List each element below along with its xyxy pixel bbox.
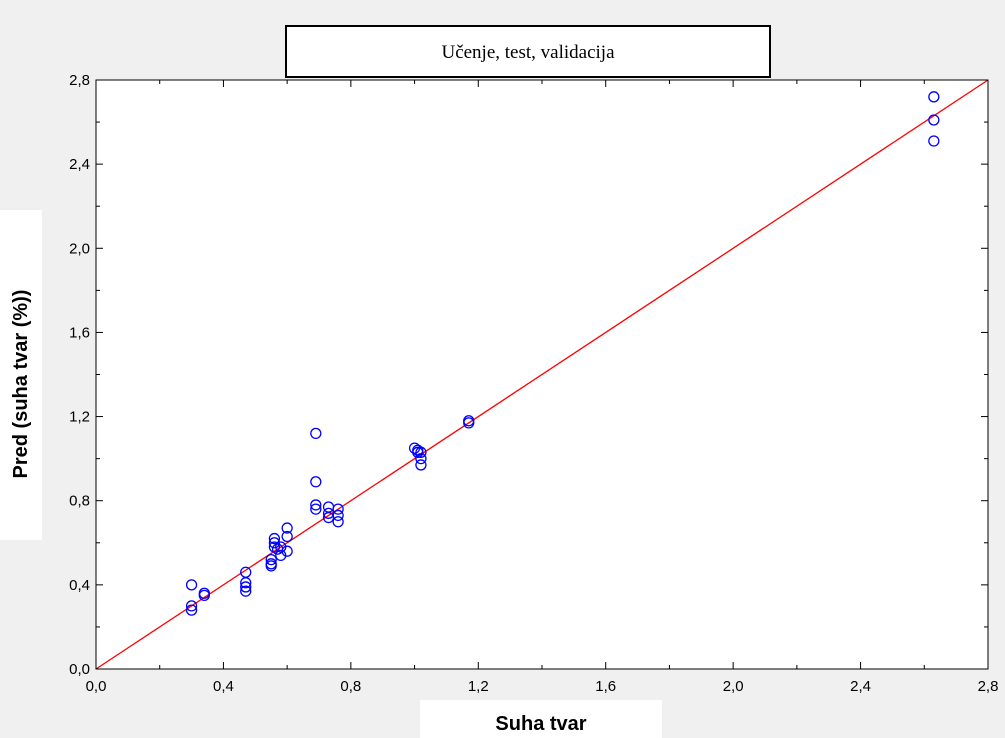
y-tick-label: 0,8 <box>69 493 90 510</box>
data-point <box>281 522 293 534</box>
data-point <box>310 503 322 515</box>
x-tick-label: 2,8 <box>978 678 999 695</box>
data-point <box>332 516 344 528</box>
data-point <box>928 135 940 147</box>
data-point <box>240 581 252 593</box>
points-layer <box>185 91 940 616</box>
data-point <box>281 545 293 557</box>
data-point <box>415 459 427 471</box>
data-point <box>310 427 322 440</box>
data-point <box>332 509 344 522</box>
y-tick-label: 0,4 <box>69 577 90 594</box>
data-point <box>415 452 427 465</box>
title-box <box>285 25 771 78</box>
data-point <box>268 532 281 545</box>
data-point <box>265 560 277 572</box>
data-point <box>281 530 293 543</box>
data-point <box>185 604 198 616</box>
y-tick-label: 2,4 <box>69 156 90 173</box>
ticks-layer <box>95 79 989 670</box>
y-axis-title-background <box>0 210 42 540</box>
chart-title: Učenje, test, validacija <box>441 42 615 63</box>
x-tick-label: 0,4 <box>213 678 234 695</box>
data-point <box>310 499 322 511</box>
data-point <box>310 476 322 488</box>
data-point <box>240 585 252 597</box>
data-point <box>185 600 198 612</box>
y-axis-title: Pred (suha tvar (%)) <box>10 290 32 479</box>
data-point <box>928 91 940 103</box>
y-tick-label: 1,6 <box>69 324 90 341</box>
data-point <box>198 589 210 602</box>
x-tick-label: 2,0 <box>723 678 744 695</box>
data-point <box>415 446 427 458</box>
x-tick-label: 1,2 <box>468 678 489 695</box>
data-point <box>240 577 252 589</box>
data-point <box>332 503 344 515</box>
data-point <box>265 553 277 566</box>
x-axis-title: Suha tvar <box>495 713 586 735</box>
x-tick-label: 0,8 <box>340 678 361 695</box>
data-point <box>268 541 281 553</box>
x-tick-label: 0,0 <box>86 678 107 695</box>
x-tick-label: 1,6 <box>595 678 616 695</box>
reference-line-layer <box>95 79 989 670</box>
data-point <box>412 446 424 458</box>
y-tick-label: 1,2 <box>69 409 90 426</box>
tick-labels-layer: 0,0 0,4 0,8 1,2 1,6 2,0 2,4 2,8 0,0 0,4 0,8 1,2 1,6 2… <box>69 72 998 695</box>
data-point <box>185 579 198 591</box>
y-tick-label: 0,0 <box>69 661 90 678</box>
y-tick-label: 2,0 <box>69 240 90 257</box>
data-point <box>463 417 475 429</box>
reference-line <box>95 79 989 670</box>
x-tick-label: 2,4 <box>850 678 871 695</box>
data-point <box>928 114 940 126</box>
y-tick-label: 2,8 <box>69 72 90 89</box>
x-axis-title-background <box>420 700 662 738</box>
